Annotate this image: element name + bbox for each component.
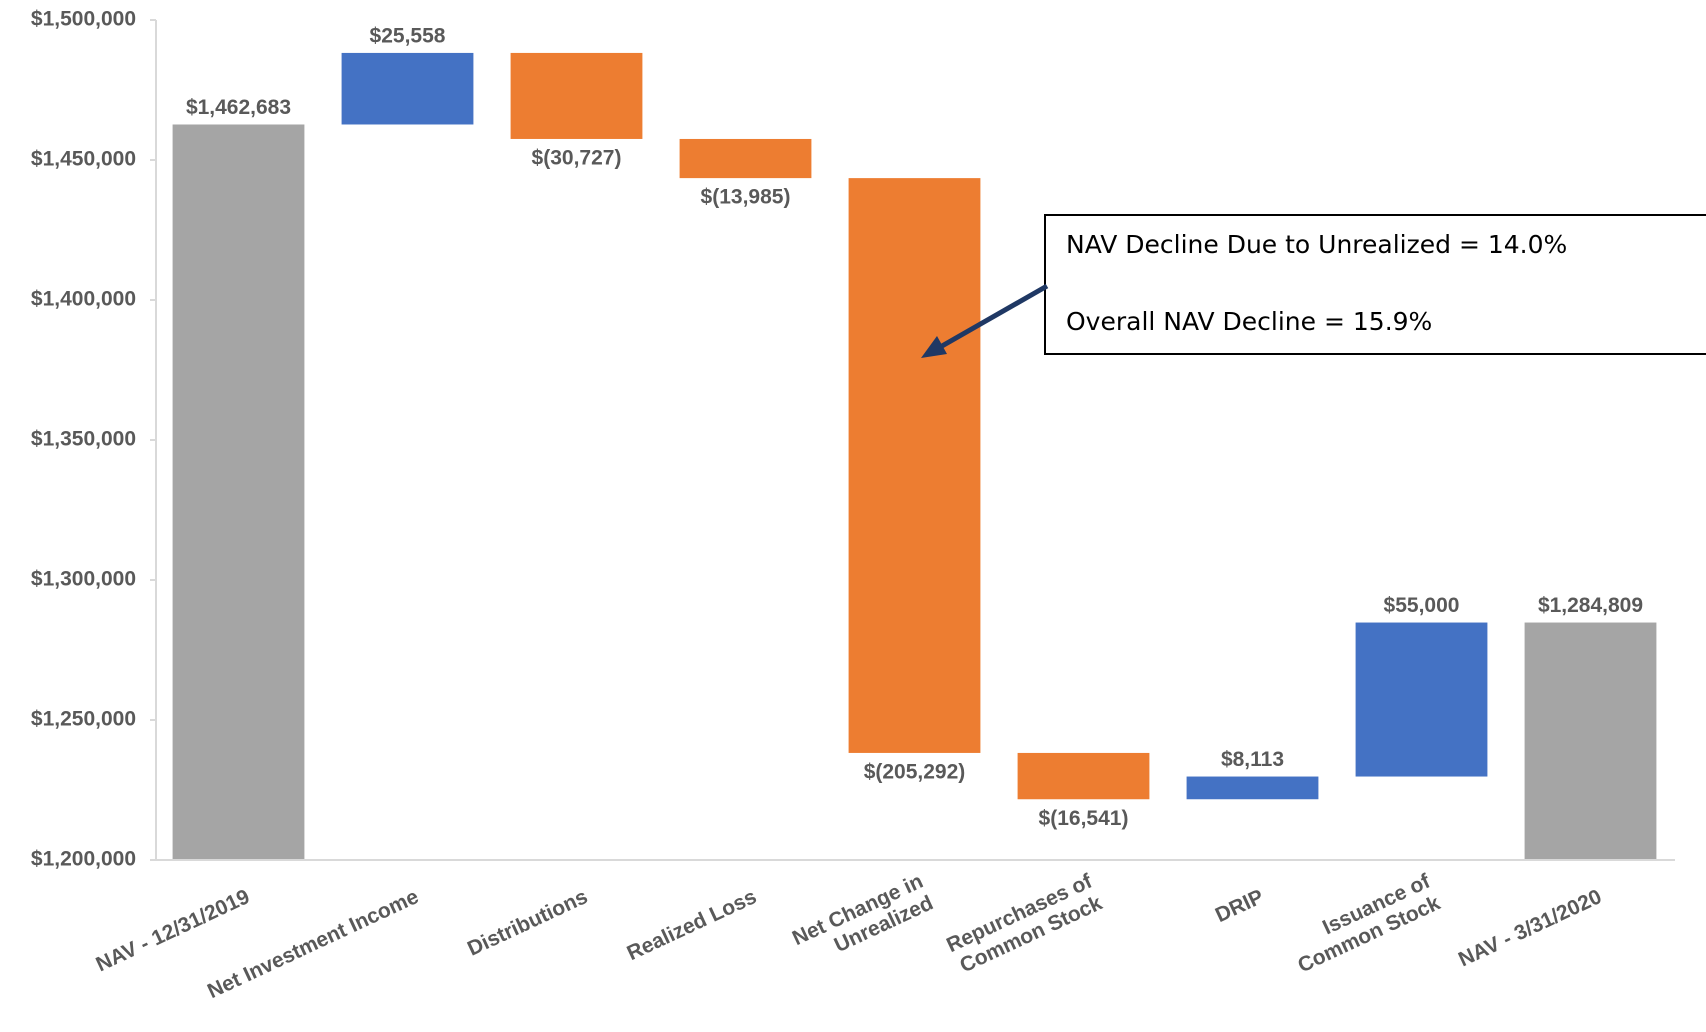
annotation-arrowhead (921, 336, 947, 358)
x-tick-line: Realized Loss (623, 885, 760, 965)
y-tick-label: $1,450,000 (31, 148, 136, 171)
bar (1017, 752, 1150, 800)
bar (1186, 776, 1319, 800)
bar (510, 52, 643, 139)
bar (848, 178, 981, 753)
x-tick-line: Distributions (464, 885, 591, 961)
data-label: $55,000 (1384, 594, 1460, 617)
x-tick-label: Issuance ofCommon Stock (1284, 869, 1444, 977)
x-tick-label: NAV - 12/31/2019 (92, 885, 253, 976)
data-label: $(13,985) (701, 186, 791, 209)
data-label: $1,462,683 (186, 96, 291, 119)
annotation: NAV Decline Due to Unrealized = 14.0% (1066, 230, 1567, 259)
x-tick-line: NAV - 3/31/2020 (1455, 885, 1605, 971)
data-label: $(16,541) (1039, 807, 1129, 830)
y-tick-label: $1,400,000 (31, 288, 136, 311)
bar (172, 124, 305, 860)
data-label: $8,113 (1221, 748, 1284, 771)
y-tick-label: $1,500,000 (31, 8, 136, 31)
x-tick-label: Realized Loss (623, 885, 760, 965)
annotation-box (1044, 214, 1706, 355)
y-tick-label: $1,300,000 (31, 568, 136, 591)
x-tick-label: Repurchases ofCommon Stock (943, 869, 1107, 979)
annotation: Overall NAV Decline = 15.9% (1066, 307, 1432, 336)
bar (679, 138, 812, 179)
y-tick-label: $1,350,000 (31, 428, 136, 451)
x-tick-line: DRIP (1212, 885, 1267, 927)
x-tick-label: DRIP (1212, 885, 1267, 927)
bar (341, 52, 474, 125)
data-label: $(30,727) (532, 147, 622, 170)
x-tick-label: Net Change inUnrealized (789, 869, 937, 971)
x-tick-label: Distributions (464, 885, 591, 961)
bar (1524, 622, 1657, 860)
data-label: $(205,292) (864, 760, 966, 783)
data-label: $25,558 (370, 24, 446, 47)
annotation-arrow (933, 283, 1049, 353)
y-tick-label: $1,200,000 (31, 848, 136, 871)
x-tick-label: NAV - 3/31/2020 (1455, 885, 1605, 971)
bar (1355, 622, 1488, 777)
data-label: $1,284,809 (1538, 594, 1643, 617)
x-tick-line: NAV - 12/31/2019 (92, 885, 253, 976)
y-tick-label: $1,250,000 (31, 708, 136, 731)
